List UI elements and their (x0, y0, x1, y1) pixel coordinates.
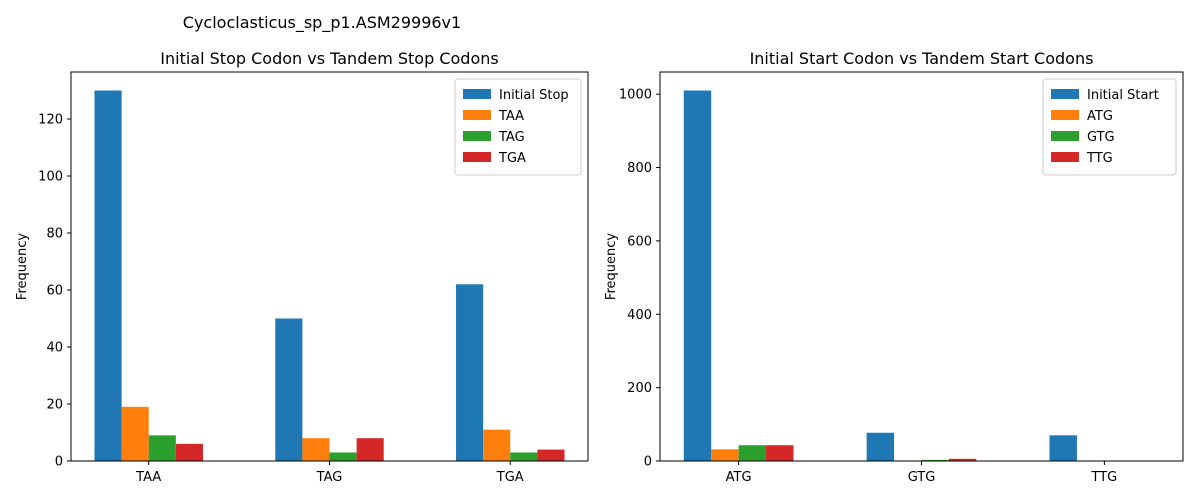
y-tick-label: 120 (38, 113, 63, 128)
legend-label: ATG (1087, 109, 1113, 124)
legend-label: TAG (498, 130, 525, 145)
legend-swatch (463, 89, 491, 99)
bar-taa-series-1 (121, 406, 149, 461)
bar-taa-series-2 (148, 435, 176, 461)
bar-tag-series-1 (302, 438, 330, 461)
y-axis-label: Frequency (15, 233, 30, 300)
legend-swatch (463, 152, 491, 162)
legend-label: TTG (1086, 151, 1113, 166)
y-tick-label: 40 (46, 341, 63, 356)
legend-label: GTG (1087, 130, 1115, 145)
legend-label: Initial Stop (499, 88, 569, 103)
chart-title: Initial Stop Codon vs Tandem Stop Codons (160, 49, 498, 68)
bar-ttg-series-0 (1049, 435, 1077, 461)
y-tick-label: 80 (46, 227, 63, 242)
legend-swatch (463, 110, 491, 120)
legend-swatch (1051, 89, 1079, 99)
y-tick-label: 100 (38, 170, 63, 185)
bar-tag-series-2 (329, 452, 357, 461)
y-tick-label: 20 (46, 398, 63, 413)
legend-box (454, 78, 582, 176)
bar-atg-series-1 (711, 449, 739, 461)
y-axis-label: Frequency (604, 233, 619, 300)
chart-stop-codons: 0 20 40 60 80 100 120 TAA TAG TGA Initial Stop Cod… (15, 49, 589, 485)
bar-tga-series-2 (510, 452, 538, 461)
bar-tga-series-3 (537, 449, 565, 461)
legend-swatch (463, 131, 491, 141)
y-tick-label: 1000 (619, 88, 652, 103)
chart-start-codons: 0 200 400 600 800 1000 ATG GTG TTG Initial Start … (604, 49, 1184, 485)
bar-atg-series-3 (766, 445, 794, 461)
legend-label: TGA (498, 151, 526, 166)
y-tick-label: 0 (644, 455, 652, 470)
bar-taa-series-0 (94, 90, 122, 462)
y-tick-label: 0 (55, 455, 63, 470)
y-tick-label: 200 (627, 381, 652, 396)
bar-atg-series-2 (738, 445, 767, 461)
x-tick-label: TGA (496, 470, 524, 485)
bar-tga-series-1 (483, 429, 511, 461)
bar-gtg-series-3 (948, 458, 977, 461)
bar-atg-series-0 (683, 90, 712, 462)
legend-swatch (1051, 131, 1079, 141)
bar-gtg-series-2 (921, 459, 949, 461)
legend-label: TAA (498, 109, 524, 124)
x-tick-label: TTG (1091, 470, 1118, 485)
bar-tag-series-3 (356, 438, 384, 461)
legend-swatch (1051, 152, 1079, 162)
bar-taa-series-3 (175, 443, 203, 461)
legend-swatch (1051, 110, 1079, 120)
y-tick-label: 600 (627, 234, 652, 249)
figure-suptitle: Cycloclasticus_sp_p1.ASM29996v1 (183, 13, 461, 33)
bar-tga-series-0 (456, 284, 484, 461)
y-tick-label: 400 (627, 308, 652, 323)
x-tick-label: TAG (316, 470, 343, 485)
legend-label: Initial Start (1087, 88, 1159, 103)
chart-title: Initial Start Codon vs Tandem Start Codo… (750, 49, 1094, 68)
x-tick-label: GTG (908, 470, 936, 485)
y-tick-label: 60 (46, 284, 63, 299)
x-tick-label: TAA (135, 470, 161, 485)
bar-tag-series-0 (275, 318, 303, 461)
legend-box (1042, 78, 1177, 176)
bar-gtg-series-0 (866, 432, 895, 461)
y-tick-label: 800 (627, 161, 652, 176)
x-tick-label: ATG (726, 470, 752, 485)
